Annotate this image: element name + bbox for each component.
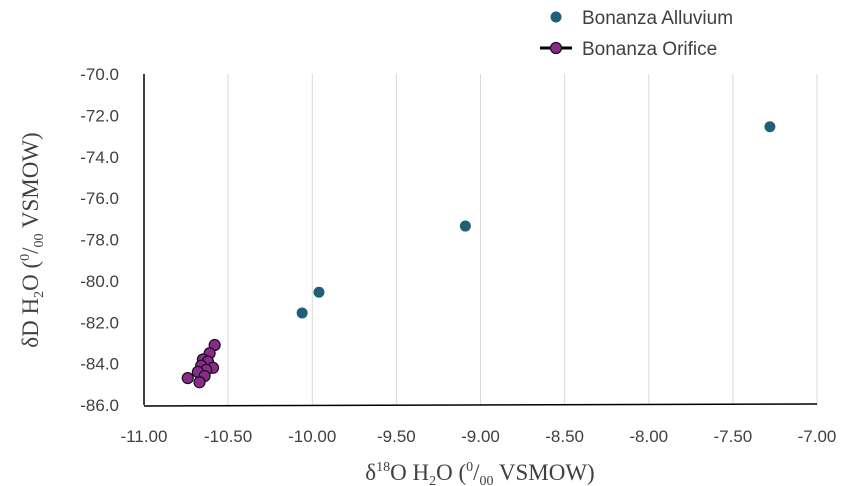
y-tick-label: -78.0 (80, 231, 119, 250)
y-axis-title: δD H2O (0/00 VSMOW) (18, 132, 47, 347)
data-point-orifice (181, 372, 194, 385)
x-tick-label: -7.50 (714, 427, 753, 446)
data-point-alluvium (764, 121, 776, 133)
y-tick-label: -80.0 (80, 272, 119, 291)
data-point-orifice (193, 376, 206, 389)
x-tick-label: -9.00 (461, 427, 500, 446)
legend-label: Bonanza Alluvium (582, 8, 733, 29)
x-tick-label: -10.50 (204, 427, 252, 446)
y-tick-label: -84.0 (80, 355, 119, 374)
x-tick-label: -10.00 (288, 427, 336, 446)
x-tick-label: -11.00 (121, 427, 168, 446)
data-point-alluvium (459, 220, 471, 232)
x-tick-label: -7.00 (798, 427, 837, 446)
grid-lines (227, 74, 818, 405)
y-tick-label: -86.0 (80, 396, 119, 415)
y-tick-label: -74.0 (80, 148, 119, 167)
data-series (181, 121, 776, 389)
y-tick-label: -82.0 (80, 313, 119, 332)
legend: Bonanza Alluvium Bonanza Orifice (540, 8, 733, 60)
x-tick-label: -8.00 (629, 427, 668, 446)
legend-label: Bonanza Orifice (582, 39, 717, 60)
x-tick-label: -9.50 (377, 427, 416, 446)
x-axis-title: δ18O H2O (0/00 VSMOW) (365, 460, 594, 486)
axes (143, 74, 818, 407)
legend-marker (549, 41, 563, 55)
y-tick-label: -72.0 (80, 106, 119, 125)
y-tick-labels: -86.0 -84.0 -82.0 -80.0 -78.0 -76.0 -74.0 -72.0… (80, 65, 119, 415)
x-axis-line (143, 403, 818, 407)
y-tick-label: -76.0 (80, 189, 119, 208)
legend-marker (550, 11, 562, 23)
x-tick-labels: -11.00 -10.50 -10.00 -9.50 -9.00 -8.50 -8.00 -7… (121, 427, 837, 446)
data-point-alluvium (313, 286, 325, 298)
x-tick-label: -8.50 (545, 427, 584, 446)
data-point-alluvium (296, 307, 308, 319)
y-tick-label: -70.0 (80, 65, 119, 84)
